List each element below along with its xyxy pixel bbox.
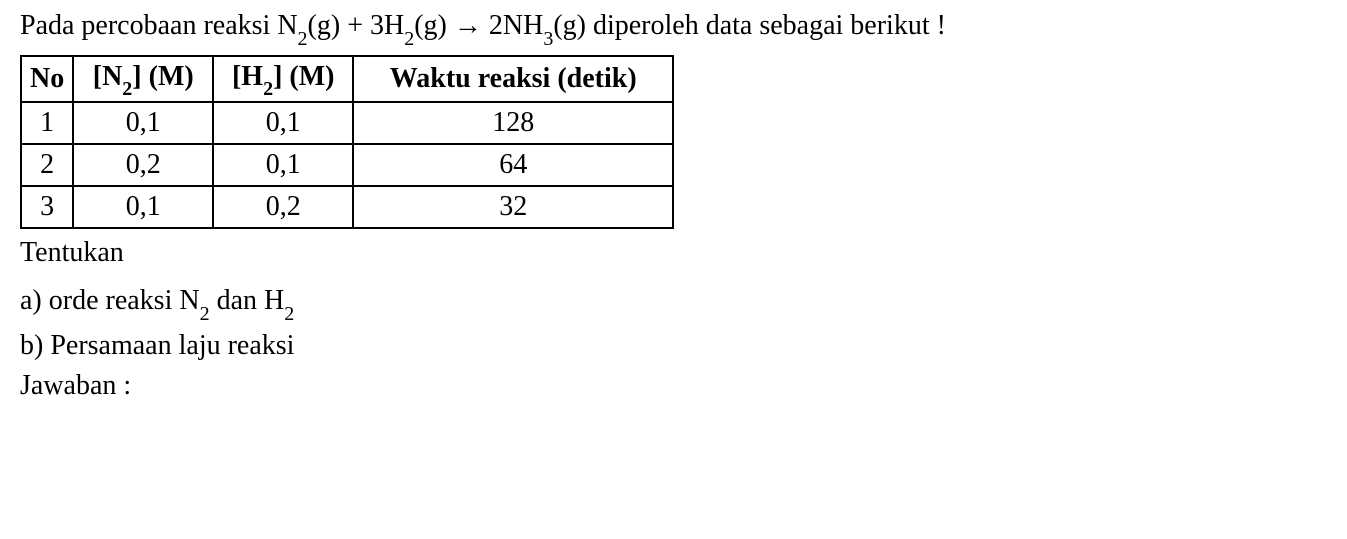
intro-sub3: 3: [543, 28, 553, 50]
header-waktu: Waktu reaksi (detik): [353, 56, 673, 103]
intro-sub2: 2: [404, 28, 414, 50]
intro-mid1: (g) + 3H: [308, 10, 405, 41]
item-b: b) Persamaan laju reaksi: [20, 330, 1327, 362]
jawaban-label: Jawaban :: [20, 370, 1327, 402]
item-a-sub2: 2: [284, 303, 294, 325]
item-a-mid: dan H: [210, 285, 285, 316]
intro-suffix: (g) diperoleh data sebagai berikut !: [553, 10, 946, 41]
intro-text: Pada percobaan reaksi N2(g) + 3H2(g) → 2…: [20, 10, 1327, 47]
intro-prefix: Pada percobaan reaksi N: [20, 10, 298, 41]
header-n2: [N2] (M): [73, 56, 213, 103]
table-header-row: No [N2] (M) [H2] (M) Waktu reaksi (detik…: [21, 56, 673, 103]
tentukan-label: Tentukan: [20, 237, 1327, 269]
table-row: 1 0,1 0,1 128: [21, 102, 673, 144]
header-h2: [H2] (M): [213, 56, 353, 103]
table-row: 2 0,2 0,1 64: [21, 144, 673, 186]
item-a-prefix: a) orde reaksi N: [20, 285, 200, 316]
cell-no: 1: [21, 102, 73, 144]
cell-no: 3: [21, 186, 73, 228]
cell-n2: 0,2: [73, 144, 213, 186]
cell-n2: 0,1: [73, 186, 213, 228]
table-row: 3 0,1 0,2 32: [21, 186, 673, 228]
cell-waktu: 32: [353, 186, 673, 228]
cell-n2: 0,1: [73, 102, 213, 144]
data-table: No [N2] (M) [H2] (M) Waktu reaksi (detik…: [20, 55, 674, 230]
cell-waktu: 128: [353, 102, 673, 144]
item-a: a) orde reaksi N2 dan H2: [20, 285, 1327, 322]
cell-h2: 0,1: [213, 144, 353, 186]
intro-sub1: 2: [298, 28, 308, 50]
item-a-sub1: 2: [200, 303, 210, 325]
cell-waktu: 64: [353, 144, 673, 186]
cell-no: 2: [21, 144, 73, 186]
cell-h2: 0,2: [213, 186, 353, 228]
intro-mid2: (g) → 2NH: [414, 10, 543, 41]
header-no: No: [21, 56, 73, 103]
cell-h2: 0,1: [213, 102, 353, 144]
